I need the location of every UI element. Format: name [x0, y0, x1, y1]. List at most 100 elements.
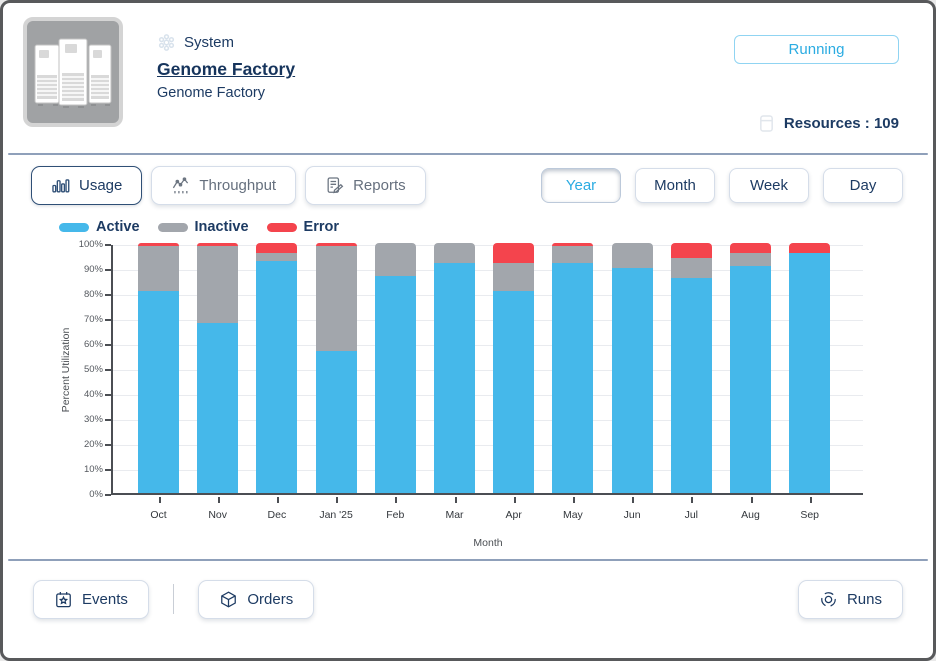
tab-usage[interactable]: Usage: [31, 166, 143, 205]
tab-label: Usage: [79, 177, 123, 194]
x-axis-title: Month: [473, 537, 503, 549]
bar-segment-error: [315, 243, 357, 246]
bar-segment-active: [197, 323, 239, 493]
x-axis-tick: [276, 497, 279, 503]
header: System Genome Factory Genome Factory Run…: [3, 3, 933, 153]
x-axis-tick-label: Feb: [386, 509, 405, 521]
range-year[interactable]: Year: [541, 168, 621, 203]
bar-segment-active: [730, 265, 771, 493]
range-month[interactable]: Month: [635, 168, 715, 203]
range-week[interactable]: Week: [729, 168, 809, 203]
legend-label: Active: [96, 219, 140, 235]
y-axis-tick: [105, 469, 111, 471]
x-axis-tick: [454, 497, 457, 503]
y-axis-tick-label: 90%: [83, 264, 103, 275]
range-day[interactable]: Day: [823, 168, 903, 203]
bar-segment-active: [374, 275, 416, 493]
y-axis-tick-label: 30%: [83, 414, 103, 425]
y-axis-tick-label: 80%: [83, 289, 103, 300]
gridline: [113, 295, 863, 296]
y-axis-tick: [105, 319, 111, 321]
time-range-group: Year Month Week Day: [541, 168, 903, 203]
legend-swatch-active: [59, 222, 89, 232]
x-axis-tick-label: Jul: [684, 509, 699, 521]
bar-segment-error: [197, 243, 239, 246]
x-axis-tick-label: Aug: [741, 509, 760, 521]
tab-label: Reports: [353, 177, 406, 194]
bar-segment-error: [730, 243, 771, 253]
runs-button[interactable]: Runs: [797, 579, 903, 619]
calendar-star-icon: [56, 591, 71, 607]
legend-label: Inactive: [194, 219, 249, 235]
bar-segment-inactive: [197, 245, 239, 323]
report-document-icon: [327, 177, 344, 194]
bar-feb: [374, 243, 416, 493]
resource-box-icon: [759, 115, 773, 132]
chart-legend: Active Inactive Error: [3, 213, 933, 235]
bar-segment-active: [789, 253, 831, 493]
x-axis-tick-label: May: [562, 509, 583, 521]
bar-segment-inactive: [374, 243, 416, 276]
bar-segment-error: [256, 243, 298, 253]
x-axis-tick: [691, 497, 694, 503]
footer-separator: [8, 559, 928, 561]
bar-segment-active: [670, 278, 712, 493]
bar-jun: [611, 243, 653, 493]
bar-may: [552, 243, 594, 493]
legend-item-error[interactable]: Error: [266, 219, 339, 235]
bar-segment-active: [611, 268, 653, 493]
bar-segment-inactive: [670, 258, 712, 278]
orders-button[interactable]: Orders: [198, 579, 315, 619]
x-axis-tick-label: Oct: [150, 509, 167, 521]
legend-item-active[interactable]: Active: [59, 219, 140, 235]
gridline: [113, 270, 863, 271]
gridline: [113, 345, 863, 346]
entity-subtitle: Genome Factory: [157, 85, 265, 101]
y-axis-tick-label: 60%: [83, 339, 103, 350]
cycle-runs-icon: [821, 591, 836, 607]
bar-mar: [434, 243, 475, 493]
x-axis-tick: [513, 497, 516, 503]
entity-title-link[interactable]: Genome Factory: [157, 59, 296, 79]
line-chart-icon: [173, 177, 189, 194]
header-text: System Genome Factory Genome Factory: [157, 17, 295, 153]
y-axis-tick: [105, 294, 111, 296]
bar-segment-error: [552, 243, 594, 246]
tab-reports[interactable]: Reports: [305, 166, 426, 205]
y-axis-tick: [105, 244, 111, 246]
x-axis-tick-label: Sep: [800, 509, 820, 521]
system-thumbnail: [23, 17, 123, 127]
footer: Events Orders Runs: [3, 561, 933, 637]
x-axis-tick-label: Nov: [208, 509, 228, 521]
x-axis-tick: [572, 497, 575, 503]
x-axis-tick-label: Jun: [623, 509, 641, 521]
legend-item-inactive[interactable]: Inactive: [157, 219, 249, 235]
bar-segment-active: [493, 290, 535, 493]
plot-area: Month 0% 10% 20% 30% 40% 50% 60% 70% 80% 90% 100% O…: [79, 239, 863, 549]
bar-segment-error: [138, 243, 179, 246]
y-axis-tick-label: 50%: [83, 364, 103, 375]
entity-type-label: System: [184, 34, 235, 51]
tab-throughput[interactable]: Throughput: [151, 166, 297, 205]
y-axis-tick-label: 70%: [83, 314, 103, 325]
y-axis-tick: [105, 419, 111, 421]
tab-label: Throughput: [199, 177, 277, 194]
x-axis-tick: [750, 497, 753, 503]
resources-summary: Resources : 109: [758, 114, 899, 133]
events-button[interactable]: Events: [33, 579, 149, 619]
events-button-label: Events: [82, 590, 128, 608]
server-racks-image: [34, 38, 112, 108]
x-axis-tick: [336, 497, 339, 503]
x-axis-tick-label: Apr: [505, 509, 522, 521]
gridline: [113, 420, 863, 421]
bar-aug: [730, 243, 771, 493]
status-badge: Running: [734, 35, 899, 64]
bar-segment-error: [670, 243, 712, 258]
y-axis-tick-label: 40%: [83, 389, 103, 400]
bar-segment-active: [552, 263, 594, 493]
bar-segment-inactive: [315, 245, 357, 351]
legend-swatch-error: [266, 222, 297, 232]
gridline: [113, 395, 863, 396]
bar-segment-inactive: [611, 243, 653, 268]
